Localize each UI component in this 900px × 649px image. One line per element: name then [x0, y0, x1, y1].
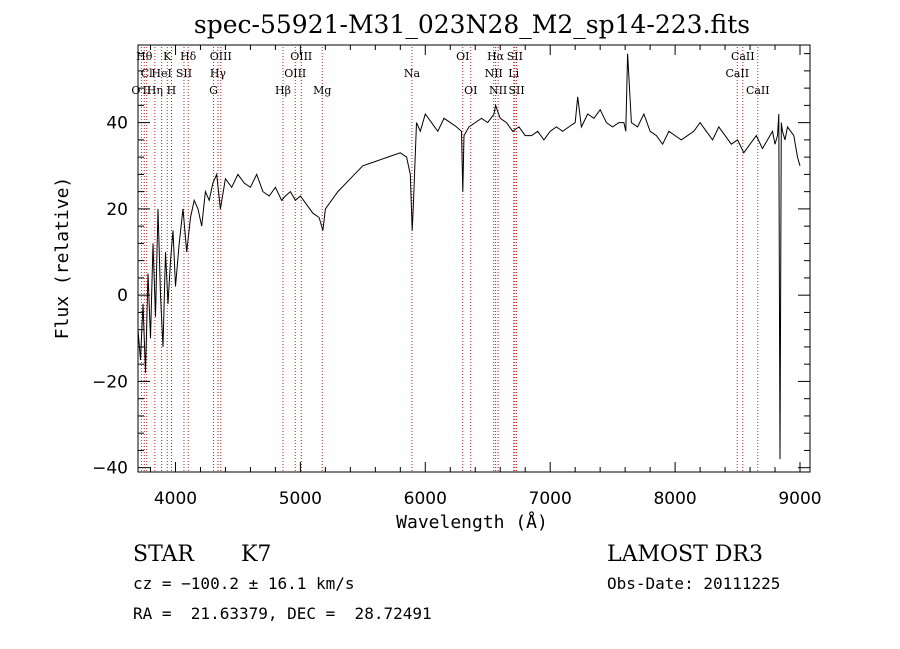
x-tick-label-1: 5000: [279, 489, 322, 509]
x-tick-label-2: 6000: [404, 489, 447, 509]
marker-label-25: CaII: [725, 67, 749, 80]
marker-label-19: Hα: [487, 50, 505, 63]
spectral-line-markers: [140, 47, 759, 472]
y-tick-label-4: 40: [106, 114, 128, 134]
y-tick-label-1: −20: [92, 372, 128, 392]
obs-date-text: Obs-Date: 20111225: [607, 574, 780, 593]
x-axis-label: Wavelength (Å): [396, 511, 548, 533]
marker-label-5: HeI: [151, 67, 171, 80]
plot-area: O II Hθ Cl Hη K HeI H Hδ SII OIII Hγ G Hβ OIII OIII Mg N…: [92, 44, 822, 509]
y-tick-label-3: 20: [106, 200, 128, 220]
marker-label-23: Li: [508, 67, 519, 80]
marker-label-3: Hη: [147, 84, 163, 97]
marker-label-9: OIII: [210, 50, 232, 63]
marker-label-14: OIII: [290, 50, 312, 63]
x-tick-label-5: 9000: [778, 489, 821, 509]
marker-label-11: G: [209, 84, 218, 97]
spectrum-series-line: [137, 53, 801, 460]
marker-label-24: SII: [508, 84, 524, 97]
marker-label-17: OI: [456, 50, 469, 63]
marker-label-16: Na: [404, 67, 421, 80]
marker-label-21: NII: [489, 84, 507, 97]
object-subclass: K7: [241, 542, 271, 567]
marker-label-15: Mg: [313, 84, 331, 97]
x-tick-label-3: 7000: [529, 489, 572, 509]
x-tick-label-0: 4000: [154, 489, 197, 509]
spectral-line-labels: O II Hθ Cl Hη K HeI H Hδ SII OIII Hγ G Hβ OIII OIII Mg N…: [131, 50, 769, 97]
marker-label-20: NII: [485, 67, 503, 80]
marker-label-27: CaII: [746, 84, 770, 97]
marker-label-0: O II: [131, 84, 151, 97]
x-axis-ticks: 4000 5000 6000 7000 8000 9000: [149, 45, 822, 509]
marker-label-6: H: [167, 84, 177, 97]
marker-label-10: Hγ: [210, 67, 227, 80]
marker-label-12: Hβ: [275, 84, 291, 97]
x-tick-label-4: 8000: [653, 489, 696, 509]
y-tick-label-0: −40: [92, 459, 128, 479]
marker-label-22: SII: [507, 50, 523, 63]
coordinates-text: RA = 21.63379, DEC = 28.72491: [133, 604, 432, 623]
marker-label-13: OIII: [284, 67, 306, 80]
marker-label-26: CaII: [731, 50, 755, 63]
y-axis-ticks: −40 −20 0 20 40: [92, 53, 810, 479]
plot-frame: [137, 44, 811, 473]
marker-label-8: SII: [176, 67, 192, 80]
redshift-text: cz = −100.2 ± 16.1 km/s: [133, 574, 355, 593]
marker-label-7: Hδ: [180, 50, 197, 63]
marker-label-1: Hθ: [136, 50, 153, 63]
marker-label-2: Cl: [141, 67, 153, 80]
object-class: STAR: [133, 542, 195, 567]
marker-label-4: K: [163, 50, 172, 63]
y-tick-label-2: 0: [117, 286, 128, 306]
y-axis-label: Flux (relative): [52, 177, 73, 340]
marker-label-18: OI: [464, 84, 477, 97]
chart-title: spec-55921-M31_023N28_M2_sp14-223.fits: [194, 10, 750, 39]
survey-name: LAMOST DR3: [607, 542, 763, 567]
